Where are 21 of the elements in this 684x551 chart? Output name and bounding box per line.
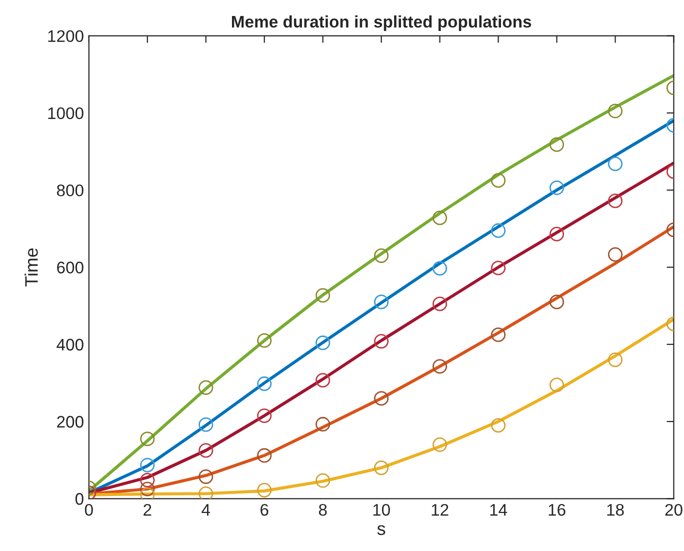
- x-tick-label: 14: [490, 504, 508, 516]
- y-tick-label: 400: [56, 338, 84, 351]
- y-tick-label: 0: [75, 493, 84, 505]
- x-tick-label: 20: [665, 504, 682, 516]
- x-tick-label: 8: [318, 504, 327, 516]
- y-axis-title: Time: [24, 248, 38, 287]
- x-tick-label: 2: [144, 504, 152, 516]
- y-tick-label: 800: [56, 184, 84, 196]
- x-tick-label: 6: [260, 504, 268, 516]
- x-tick-label: 4: [202, 504, 210, 516]
- chart-title: Meme duration in splitted populations: [232, 15, 532, 31]
- y-tick-label: 1200: [48, 30, 84, 42]
- x-tick-label: 18: [607, 504, 624, 516]
- x-tick-label: 12: [432, 504, 448, 516]
- y-tick-label: 1000: [48, 107, 84, 120]
- y-tick-label: 600: [57, 262, 84, 274]
- x-axis-title: s: [377, 525, 386, 536]
- y-tick-label: 200: [57, 416, 84, 428]
- x-tick-label: 0: [84, 504, 93, 516]
- x-tick-label: 16: [548, 504, 566, 516]
- x-tick-label: 10: [373, 504, 390, 516]
